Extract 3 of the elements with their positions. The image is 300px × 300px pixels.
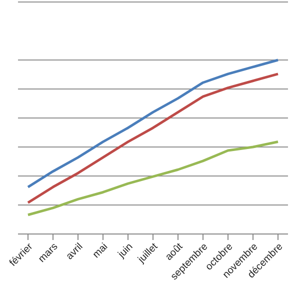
x-tick-label: juin [116, 241, 136, 261]
x-tick-label: avril [64, 241, 86, 262]
x-tick-label: mai [90, 241, 110, 261]
